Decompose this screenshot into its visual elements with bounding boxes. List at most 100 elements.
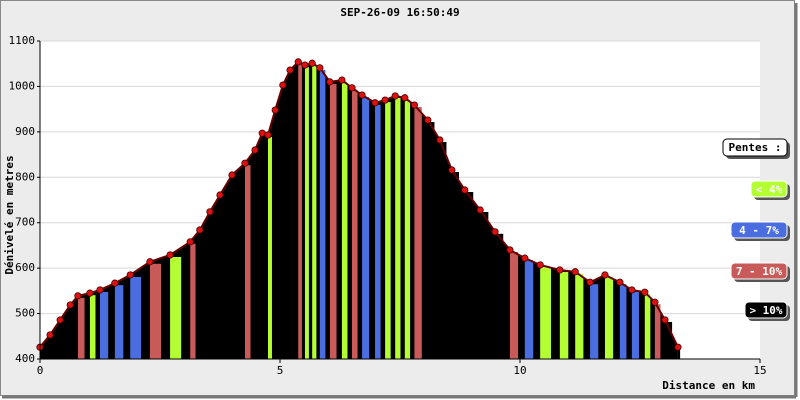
slope-bar: [199, 231, 206, 359]
y-tick-label: 700: [15, 216, 35, 229]
slope-bar: [427, 122, 435, 359]
legend-title-box: [722, 138, 788, 157]
y-tick-label: 600: [15, 261, 35, 274]
legend-swatch: [730, 221, 788, 239]
slope-bar: [451, 172, 459, 359]
profile-point: [74, 292, 82, 300]
profile-point: [371, 99, 379, 107]
profile-point: [216, 191, 224, 199]
slope-bar: [664, 321, 673, 359]
slope-bar: [619, 284, 627, 359]
profile-point: [96, 286, 104, 294]
slope-bar: [590, 284, 599, 359]
slope-bar: [654, 304, 661, 359]
slope-bar: [464, 192, 474, 359]
y-tick-label: 1000: [9, 79, 36, 92]
slope-bar: [604, 276, 614, 359]
profile-point: [166, 251, 174, 259]
profile-point: [358, 91, 366, 99]
slope-bar: [298, 63, 302, 359]
profile-point: [126, 271, 134, 279]
legend-label: < 4%: [756, 183, 783, 196]
slope-bar: [509, 251, 519, 359]
profile-point: [186, 238, 194, 246]
slope-bar: [559, 271, 569, 359]
profile-point: [436, 136, 444, 144]
slope-bar: [268, 137, 272, 359]
profile-point: [641, 288, 649, 296]
y-tick-label: 1100: [9, 34, 36, 47]
profile-point: [628, 286, 636, 294]
x-tick-label: 15: [753, 364, 766, 377]
profile-point: [348, 84, 356, 92]
slope-bar: [439, 142, 447, 359]
slope-bar: [232, 177, 240, 359]
slope-bar: [395, 97, 401, 360]
profile-point: [46, 331, 54, 339]
slope-bar: [255, 152, 259, 359]
profile-point: [56, 316, 64, 324]
slope-bar: [220, 197, 227, 359]
legend: Pentes : < 4% 4 - 7% 7 - 10% > 10%: [722, 138, 790, 321]
slope-bar: [480, 211, 489, 359]
slope-bar: [495, 233, 504, 359]
profile-point: [601, 271, 609, 279]
profile-point: [286, 66, 294, 74]
profile-point: [461, 186, 469, 194]
profile-point: [294, 58, 302, 66]
y-tick-label: 400: [15, 352, 35, 365]
x-tick-label: 0: [37, 364, 44, 377]
profile-point: [206, 208, 214, 216]
slope-bar: [352, 89, 358, 359]
chart-title: SEP-26-09 16:50:49: [340, 6, 459, 19]
profile-point: [271, 106, 279, 114]
slope-bar: [329, 83, 337, 359]
slope-bar: [60, 321, 66, 359]
profile-point: [241, 159, 249, 167]
profile-point: [491, 228, 499, 236]
slope-bar: [575, 273, 584, 359]
slope-bar: [114, 285, 124, 359]
profile-point: [264, 131, 272, 139]
profile-point: [410, 101, 418, 109]
profile-point: [146, 258, 154, 266]
slope-bar: [262, 135, 266, 359]
profile-point: [571, 268, 579, 276]
profile-area: [40, 61, 678, 359]
slope-bar: [414, 107, 422, 359]
slope-bar: [304, 67, 309, 359]
slope-bar: [404, 99, 411, 360]
legend-label: > 10%: [749, 304, 782, 317]
slope-bar: [100, 291, 109, 359]
profile-point: [536, 261, 544, 269]
x-axis-label: Distance en km: [662, 379, 755, 392]
slope-bar: [50, 336, 56, 359]
profile-point: [111, 279, 119, 287]
slope-bar: [170, 256, 182, 359]
slope-bar: [524, 260, 534, 359]
profile-point: [586, 278, 594, 286]
slope-bar: [77, 297, 85, 359]
legend-swatch: [730, 262, 788, 280]
slope-bar: [644, 294, 651, 359]
profile-point: [556, 266, 564, 274]
profile-point: [651, 298, 659, 306]
profile-point: [674, 343, 682, 351]
profile-point: [196, 226, 204, 234]
profile-point: [338, 76, 346, 84]
profile-point: [381, 96, 389, 104]
profile-point: [391, 92, 399, 100]
profile-point: [326, 78, 334, 86]
legend-swatch: [750, 180, 788, 198]
profile-point: [86, 289, 94, 297]
slope-bar: [282, 87, 287, 360]
legend-label: 7 - 10%: [736, 265, 783, 278]
x-tick-label: 5: [277, 364, 284, 377]
slope-bar: [275, 112, 280, 360]
slope-bar: [385, 102, 391, 360]
legend-title: Pentes :: [729, 141, 782, 154]
slope-bar: [40, 349, 46, 359]
profile-point: [506, 246, 514, 254]
